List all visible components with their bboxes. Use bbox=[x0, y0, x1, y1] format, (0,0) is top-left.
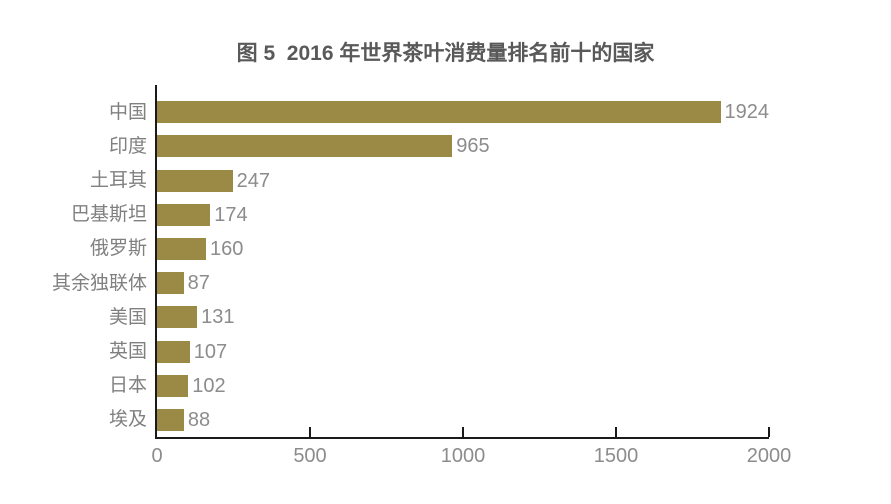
bar bbox=[157, 203, 211, 226]
x-tick-mark bbox=[462, 427, 464, 437]
value-label: 965 bbox=[456, 135, 490, 158]
value-label: 107 bbox=[193, 340, 228, 363]
x-tick-mark bbox=[768, 427, 770, 437]
bar-row: 美国 131 bbox=[109, 300, 769, 334]
value-label: 247 bbox=[236, 169, 270, 192]
bar bbox=[157, 169, 233, 192]
x-tick-label: 0 bbox=[151, 445, 163, 467]
category-label: 埃及 bbox=[108, 409, 147, 431]
bar bbox=[157, 272, 184, 295]
x-tick-label: 1500 bbox=[593, 445, 639, 467]
x-tick-label: 2000 bbox=[746, 445, 792, 467]
value-label: 102 bbox=[192, 374, 226, 397]
bar-row: 日本 102 bbox=[109, 369, 769, 403]
value-label: 160 bbox=[209, 237, 244, 260]
bar-row: 英国 107 bbox=[109, 334, 769, 368]
value-label: 88 bbox=[187, 408, 211, 431]
bar bbox=[157, 306, 198, 329]
x-tick-mark bbox=[309, 427, 311, 437]
bar-row: 印度 965 bbox=[109, 129, 769, 163]
x-tick-mark bbox=[615, 427, 617, 437]
bar-row: 其余独联体 87 bbox=[52, 266, 769, 300]
bar-row: 埃及 88 bbox=[109, 403, 769, 437]
category-label: 巴基斯坦 bbox=[70, 204, 147, 226]
value-label: 1924 bbox=[724, 101, 770, 124]
bar bbox=[157, 340, 190, 363]
bar-row: 俄罗斯 160 bbox=[90, 232, 769, 266]
bar bbox=[157, 135, 453, 158]
category-label: 俄罗斯 bbox=[89, 238, 147, 260]
category-label: 英国 bbox=[108, 341, 147, 363]
category-label: 中国 bbox=[108, 101, 147, 123]
category-label: 日本 bbox=[108, 375, 147, 397]
bar bbox=[157, 101, 721, 124]
bar bbox=[157, 408, 184, 431]
category-label: 印度 bbox=[108, 135, 147, 157]
bar bbox=[157, 237, 206, 260]
category-label: 土耳其 bbox=[89, 170, 147, 191]
category-label: 美国 bbox=[108, 306, 147, 328]
bar-row: 巴基斯坦 174 bbox=[71, 198, 769, 232]
bars: 中国 1924 印度 965 土耳其 247 巴基斯坦 174 俄罗斯 160 其余独联体 87 美国 1… bbox=[52, 95, 770, 437]
chart-title: 图 5 2016 年世界茶叶消费量排名前十的国家 bbox=[236, 42, 655, 65]
value-label: 131 bbox=[201, 306, 235, 329]
value-label: 87 bbox=[187, 272, 210, 295]
x-tick-label: 1000 bbox=[440, 445, 486, 467]
plot-area: 中国 1924 印度 965 土耳其 247 巴基斯坦 174 俄罗斯 160 其余独联体 87 美国 1… bbox=[52, 85, 791, 466]
bar-row: 土耳其 247 bbox=[90, 163, 769, 197]
category-label: 其余独联体 bbox=[51, 272, 147, 294]
bar-row: 中国 1924 bbox=[109, 95, 770, 129]
value-label: 174 bbox=[214, 203, 248, 226]
bar bbox=[157, 374, 189, 397]
x-tick-label: 500 bbox=[293, 445, 327, 467]
